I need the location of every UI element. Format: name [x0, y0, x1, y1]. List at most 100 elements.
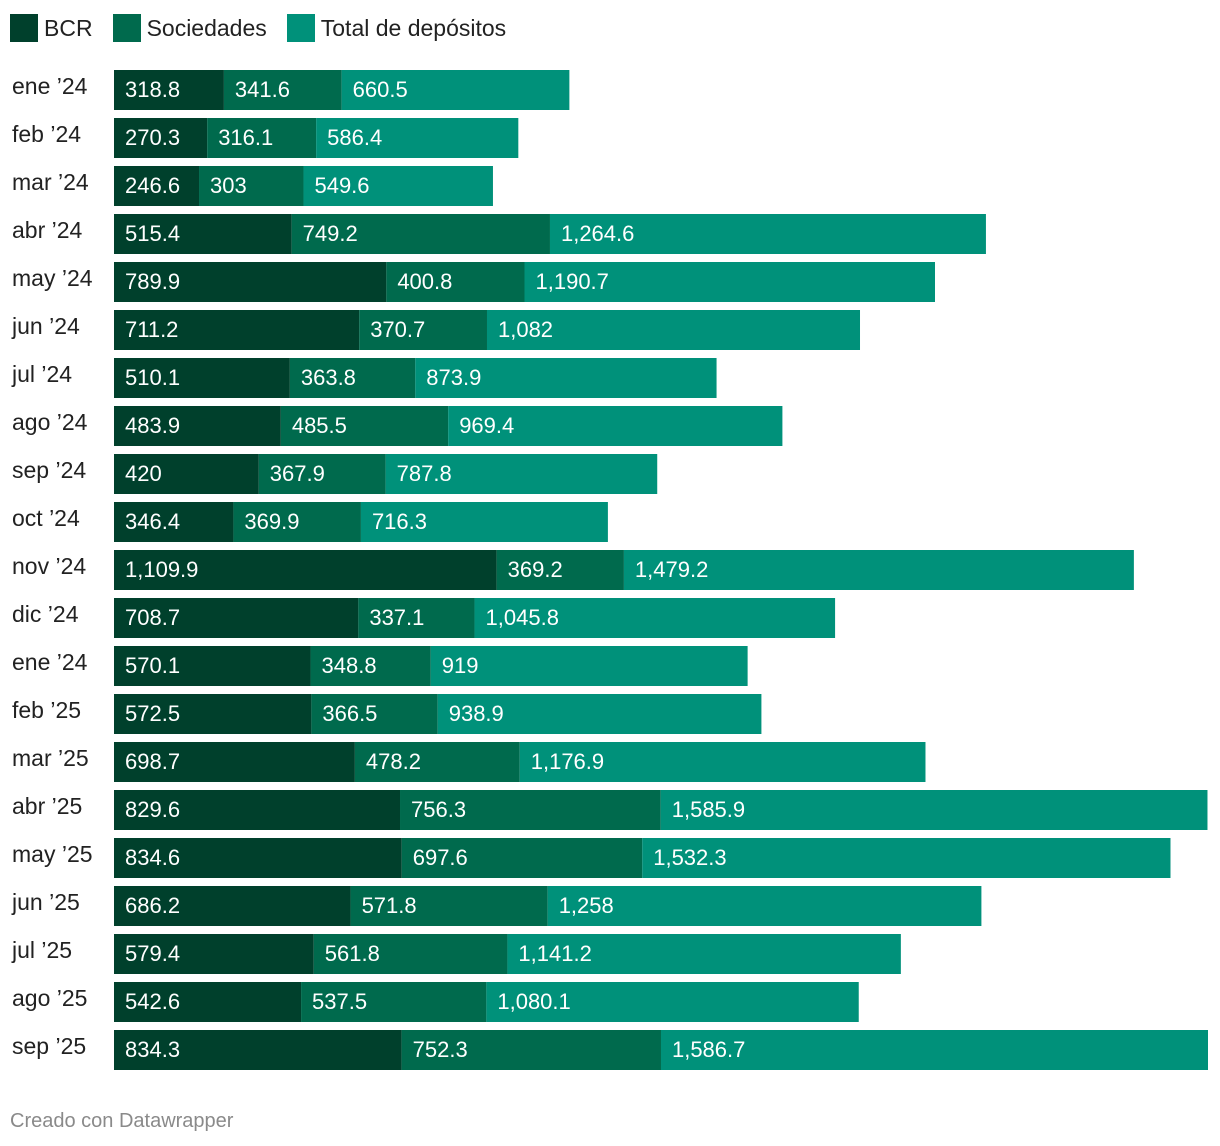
bar-segment-total-de-depositos	[316, 118, 519, 158]
bar-segment-total-de-depositos	[660, 1030, 1208, 1070]
bar-segment-bcr	[114, 982, 302, 1022]
data-label-bcr: 542.6	[125, 989, 180, 1014]
data-label-bcr: 834.6	[125, 845, 180, 870]
legend-label-bcr: BCR	[44, 15, 93, 41]
bar-row-19: jul ’25 579.4 561.8 1,141.2	[11, 934, 901, 974]
data-label-total-de-depositos: 1,080.1	[497, 989, 570, 1014]
data-label-bcr: 789.9	[125, 269, 180, 294]
bar-segment-bcr	[114, 310, 360, 350]
data-label-bcr: 1,109.9	[125, 557, 198, 582]
data-label-sociedades: 348.8	[322, 653, 377, 678]
data-label-total-de-depositos: 549.6	[314, 173, 369, 198]
bar-segment-sociedades	[258, 454, 386, 494]
data-label-total-de-depositos: 586.4	[327, 125, 382, 150]
bar-segment-total-de-depositos	[415, 358, 717, 398]
category-label: jul ’25	[11, 937, 72, 963]
data-label-sociedades: 337.1	[369, 605, 424, 630]
data-label-sociedades: 341.6	[235, 77, 290, 102]
data-label-total-de-depositos: 660.5	[353, 77, 408, 102]
data-label-sociedades: 537.5	[312, 989, 367, 1014]
bar-row-1: ene ’24 318.8 341.6 660.5	[12, 70, 570, 110]
bar-segment-total-de-depositos	[303, 166, 493, 206]
chart-credit: Creado con Datawrapper	[10, 1110, 234, 1132]
category-label: ago ’25	[12, 985, 87, 1011]
bar-segment-sociedades	[233, 502, 361, 542]
bar-segment-bcr	[114, 694, 312, 734]
bar-segment-total-de-depositos	[547, 886, 982, 926]
legend-swatch-bcr	[10, 14, 38, 42]
category-label: jun ’25	[11, 889, 80, 915]
bar-segment-sociedades	[199, 166, 304, 206]
data-label-total-de-depositos: 1,045.8	[486, 605, 559, 630]
bar-segment-bcr	[114, 454, 259, 494]
bar-segment-sociedades	[359, 310, 487, 350]
bar-segment-total-de-depositos	[437, 694, 762, 734]
data-label-total-de-depositos: 1,586.7	[672, 1037, 745, 1062]
data-label-bcr: 346.4	[125, 509, 180, 534]
bar-segment-bcr	[114, 886, 351, 926]
category-label: feb ’24	[12, 121, 81, 147]
bar-segment-bcr	[114, 70, 224, 110]
data-label-sociedades: 400.8	[397, 269, 452, 294]
bar-row-3: mar ’24 246.6 303 549.6	[12, 166, 493, 206]
category-label: oct ’24	[12, 505, 80, 531]
category-label: ago ’24	[12, 409, 88, 435]
legend-label-sociedades: Sociedades	[146, 15, 267, 41]
category-label: may ’25	[12, 841, 93, 867]
category-label: mar ’24	[12, 169, 89, 195]
bar-segment-sociedades	[280, 406, 449, 446]
bar-segment-total-de-depositos	[519, 742, 926, 782]
category-label: abr ’25	[12, 793, 82, 819]
category-label: dic ’24	[12, 601, 79, 627]
bar-segment-sociedades	[223, 70, 342, 110]
data-label-sociedades: 367.9	[270, 461, 325, 486]
bar-row-18: jun ’25 686.2 571.8 1,258	[11, 886, 982, 926]
bar-segment-sociedades	[311, 694, 438, 734]
data-label-total-de-depositos: 938.9	[449, 701, 504, 726]
bar-row-21: sep ’25 834.3 752.3 1,586.7	[12, 1030, 1208, 1070]
bar-row-4: abr ’24 515.4 749.2 1,264.6	[12, 214, 986, 254]
data-label-sociedades: 369.9	[244, 509, 299, 534]
bar-row-20: ago ’25 542.6 537.5 1,080.1	[12, 982, 859, 1022]
bar-segment-total-de-depositos	[448, 406, 783, 446]
bar-row-13: ene ’24 570.1 348.8 919	[12, 646, 748, 686]
legend-label-total-depositos: Total de depósitos	[320, 15, 507, 41]
data-label-bcr: 579.4	[125, 941, 180, 966]
bar-segment-sociedades	[291, 214, 550, 254]
bar-segment-sociedades	[289, 358, 416, 398]
data-label-bcr: 510.1	[125, 365, 180, 390]
data-label-bcr: 483.9	[125, 413, 180, 438]
bar-segment-sociedades	[401, 838, 643, 878]
data-label-bcr: 711.2	[125, 317, 178, 342]
data-label-sociedades: 752.3	[413, 1037, 468, 1062]
data-label-sociedades: 485.5	[292, 413, 347, 438]
stacked-bar-chart: ene ’24 318.8 341.6 660.5 feb ’24 270.3 316.1 5…	[11, 70, 1208, 1070]
data-label-total-de-depositos: 716.3	[372, 509, 427, 534]
bar-segment-total-de-depositos	[623, 550, 1134, 590]
data-label-total-de-depositos: 1,479.2	[635, 557, 708, 582]
bar-row-11: nov ’24 1,109.9 369.2 1,479.2	[12, 550, 1134, 590]
data-label-total-de-depositos: 1,190.7	[536, 269, 609, 294]
bar-row-6: jun ’24 711.2 370.7 1,082	[11, 310, 861, 350]
bar-segment-bcr	[114, 502, 234, 542]
category-label: mar ’25	[12, 745, 89, 771]
bar-segment-total-de-depositos	[341, 70, 570, 110]
bar-segment-bcr	[114, 742, 355, 782]
data-label-sociedades: 756.3	[411, 797, 466, 822]
data-label-total-de-depositos: 1,258	[559, 893, 614, 918]
data-label-sociedades: 571.8	[362, 893, 417, 918]
data-label-bcr: 270.3	[125, 125, 180, 150]
category-label: feb ’25	[12, 697, 81, 723]
bar-row-17: may ’25 834.6 697.6 1,532.3	[12, 838, 1171, 878]
bar-segment-bcr	[114, 838, 402, 878]
data-label-sociedades: 366.5	[322, 701, 377, 726]
data-label-sociedades: 697.6	[413, 845, 468, 870]
bar-row-14: feb ’25 572.5 366.5 938.9	[12, 694, 762, 734]
data-label-sociedades: 370.7	[370, 317, 425, 342]
bar-segment-bcr	[114, 550, 497, 590]
legend-swatch-total-depositos	[286, 14, 315, 42]
bar-segment-bcr	[114, 790, 401, 830]
bar-segment-bcr	[114, 118, 208, 158]
bar-row-7: jul ’24 510.1 363.8 873.9	[11, 358, 717, 398]
data-label-total-de-depositos: 1,532.3	[653, 845, 726, 870]
